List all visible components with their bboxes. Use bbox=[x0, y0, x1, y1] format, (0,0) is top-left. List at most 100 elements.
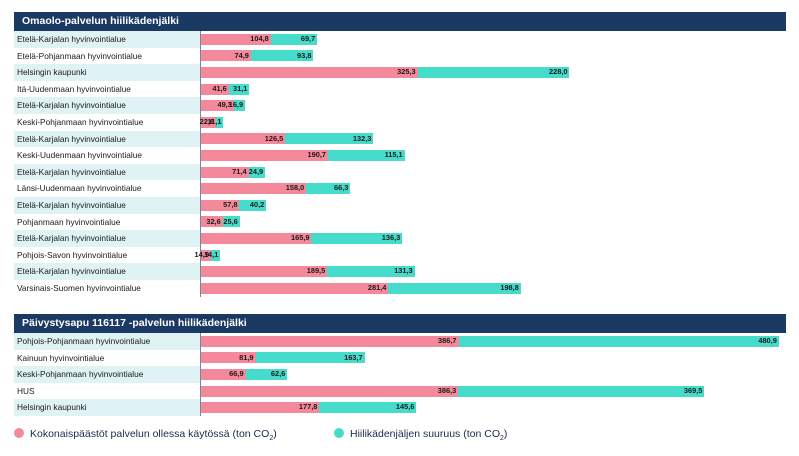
value-label-total: 158,0 bbox=[285, 183, 305, 193]
value-label-total: 386,7 bbox=[438, 336, 457, 345]
omaolo-chart-title: Omaolo-palvelun hiilikädenjälki bbox=[14, 12, 786, 31]
bar-footprint bbox=[388, 282, 521, 294]
value-label-footprint: 14,1 bbox=[203, 249, 219, 259]
chart-row: Keski-Pohjanmaan hyvinvointialue 66,9 62,6 bbox=[14, 366, 786, 383]
bar-total bbox=[201, 183, 307, 195]
value-label-footprint: 115,1 bbox=[384, 150, 403, 160]
bar-footprint bbox=[285, 133, 374, 145]
category-label: Pohjois-Savon hyvinvointialue bbox=[17, 249, 128, 260]
chart-row: Itä-Uudenmaan hyvinvointialue 41,6 31,1 bbox=[14, 81, 786, 98]
category-label: Keski-Pohjanmaan hyvinvointialue bbox=[14, 366, 200, 383]
bar-total bbox=[201, 385, 459, 397]
category-label: Etelä-Karjalan hyvinvointialue bbox=[14, 97, 200, 114]
chart-row: Etelä-Karjalan hyvinvointialue 165,9 136,3 bbox=[14, 230, 786, 247]
chart-row: Etelä-Karjalan hyvinvointialue 126,5 132,3 bbox=[14, 130, 786, 148]
bar-footprint bbox=[210, 249, 221, 261]
chart-row: Etelä-Karjalan hyvinvointialue 57,8 40,2 bbox=[14, 197, 786, 214]
value-label-footprint: 62,6 bbox=[270, 369, 286, 379]
bar-total bbox=[201, 368, 246, 380]
paivystysapu-chart-title: Päivystysapu 116117 -palvelun hiilikäden… bbox=[14, 314, 786, 333]
value-label-footprint: 93,8 bbox=[296, 50, 312, 60]
category-label: Itä-Uudenmaan hyvinvointialue bbox=[17, 83, 131, 94]
value-label-footprint: 11,1 bbox=[207, 117, 222, 126]
legend-total-close: ) bbox=[273, 428, 277, 440]
category-label: Etelä-Pohjanmaan hyvinvointialue bbox=[17, 50, 142, 61]
chart-row: Etelä-Karjalan hyvinvointialue 189,5 131,3 bbox=[14, 263, 786, 280]
value-label-total: 189,5 bbox=[306, 266, 326, 276]
category-label: Helsingin kaupunki bbox=[14, 64, 200, 81]
value-label-footprint: 25,6 bbox=[223, 216, 238, 226]
bar-footprint bbox=[311, 232, 403, 244]
chart-row: Pohjanmaan hyvinvointialue 32,6 25,6 bbox=[14, 214, 786, 231]
category-label: Etelä-Karjalan hyvinvointialue bbox=[14, 130, 200, 148]
bar-total bbox=[201, 249, 211, 261]
bar-footprint bbox=[222, 216, 240, 228]
chart-row: Keski-Pohjanmaan hyvinvointialue 22,6 11,1 bbox=[14, 114, 786, 131]
bar-total bbox=[201, 100, 234, 112]
value-label-total: 325,3 bbox=[397, 67, 416, 77]
value-label-total: 14,9 bbox=[194, 249, 209, 259]
value-label-footprint: 69,7 bbox=[300, 34, 316, 43]
bar-total bbox=[201, 116, 217, 128]
value-label-footprint: 228,0 bbox=[549, 67, 568, 77]
value-label-total: 104,8 bbox=[250, 34, 269, 43]
legend-footprint-close: ) bbox=[503, 428, 508, 440]
legend-item-footprint: Hiilikädenjäljen suuruus (ton CO2) bbox=[334, 424, 507, 444]
chart-row: Etelä-Karjalan hyvinvointialue 71,4 24,9 bbox=[14, 163, 786, 181]
category-label: Etelä-Karjalan hyvinvointialue bbox=[14, 230, 200, 247]
chart-row: Helsingin kaupunki 177,8 145,6 bbox=[14, 399, 786, 416]
bar-total bbox=[201, 352, 256, 364]
bar-footprint bbox=[250, 50, 314, 62]
bar-total bbox=[201, 199, 240, 211]
category-label: Etelä-Karjalan hyvinvointialue bbox=[14, 263, 200, 280]
value-label-total: 281,4 bbox=[367, 283, 387, 292]
category-label: Helsingin kaupunki bbox=[14, 399, 200, 416]
value-label-total: 81,9 bbox=[239, 352, 254, 362]
legend-total-dot bbox=[14, 428, 24, 438]
bar-total bbox=[201, 232, 312, 244]
chart-row: HUS 386,3 369,5 bbox=[14, 383, 786, 400]
bar-footprint bbox=[327, 266, 415, 278]
bar-total bbox=[201, 266, 328, 278]
bar-footprint bbox=[239, 199, 267, 211]
value-label-total: 32,6 bbox=[206, 216, 221, 226]
value-label-total: 49,3 bbox=[217, 100, 232, 110]
chart-row: Pohjois-Pohjanmaan hyvinvointialue 386,7 4… bbox=[14, 333, 786, 350]
legend-total-label: Kokonaispäästöt palvelun ollessa käytöss… bbox=[30, 428, 270, 440]
legend-footprint-label: Hiilikädenjäljen suuruus (ton CO bbox=[350, 428, 500, 440]
y-axis-line bbox=[200, 333, 201, 416]
category-label: HUS bbox=[17, 385, 35, 396]
legend-footprint-dot bbox=[334, 428, 344, 438]
bar-footprint bbox=[233, 100, 246, 112]
chart-row: Varsinais-Suomen hyvinvointialue 281,4 198… bbox=[14, 280, 786, 297]
value-label-total: 57,8 bbox=[223, 200, 238, 209]
value-label-total: 74,9 bbox=[234, 50, 249, 60]
value-label-total: 41,6 bbox=[212, 83, 227, 93]
legend-total-subscript: 2 bbox=[269, 435, 274, 443]
legend-item-total: Kokonaispäästöt palvelun ollessa käytöss… bbox=[14, 424, 277, 444]
chart-row: Helsingin kaupunki 325,3 228,0 bbox=[14, 64, 786, 81]
bar-footprint bbox=[306, 183, 351, 195]
value-label-footprint: 480,9 bbox=[758, 336, 777, 345]
value-label-footprint: 145,6 bbox=[395, 402, 415, 412]
bar-total bbox=[201, 133, 286, 145]
chart-row: Etelä-Karjalan hyvinvointialue 104,8 69,7 bbox=[14, 31, 786, 48]
bar-footprint bbox=[228, 83, 250, 95]
value-label-total: 22,6 bbox=[199, 117, 215, 126]
value-label-total: 71,4 bbox=[232, 166, 247, 176]
value-label-footprint: 369,5 bbox=[683, 385, 703, 395]
value-label-total: 165,9 bbox=[291, 233, 310, 243]
chart-row: Etelä-Karjalan hyvinvointialue 49,3 16,9 bbox=[14, 97, 786, 114]
category-label: Varsinais-Suomen hyvinvointialue bbox=[17, 283, 141, 293]
value-label-footprint: 16,9 bbox=[228, 100, 244, 110]
category-label: Etelä-Karjalan hyvinvointialue bbox=[14, 163, 200, 181]
category-label: Länsi-Uudenmaan hyvinvointialue bbox=[17, 183, 142, 194]
bar-total bbox=[201, 335, 459, 347]
category-label: Etelä-Karjalan hyvinvointialue bbox=[14, 197, 200, 214]
value-label-footprint: 163,7 bbox=[344, 352, 363, 362]
value-label-footprint: 24,9 bbox=[248, 166, 264, 176]
legend-footprint-subscript: 2 bbox=[500, 435, 504, 443]
value-label-footprint: 132,3 bbox=[352, 133, 372, 143]
category-label: Pohjois-Pohjanmaan hyvinvointialue bbox=[14, 333, 200, 350]
paivystysapu-chart-panel: Päivystysapu 116117 -palvelun hiilikäden… bbox=[14, 314, 786, 417]
